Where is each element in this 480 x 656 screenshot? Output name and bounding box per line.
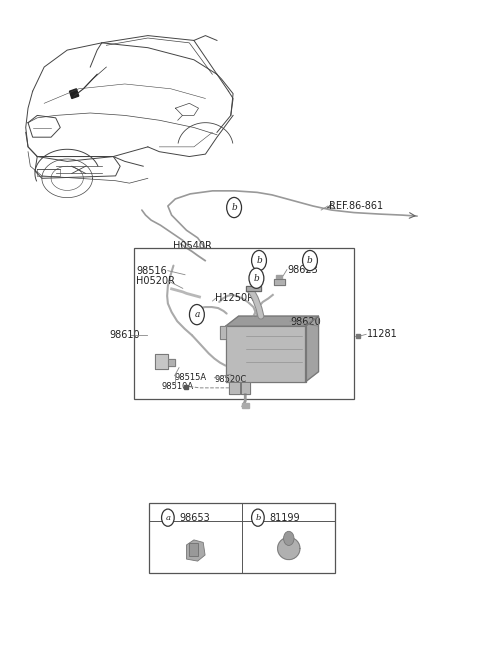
Circle shape	[227, 197, 241, 218]
Text: b: b	[253, 274, 259, 283]
Polygon shape	[155, 354, 168, 369]
Polygon shape	[246, 286, 261, 291]
Polygon shape	[305, 316, 319, 382]
Text: a: a	[166, 514, 170, 522]
Polygon shape	[229, 382, 240, 394]
Polygon shape	[278, 537, 300, 560]
Text: 98520C: 98520C	[215, 375, 247, 384]
Text: b: b	[231, 203, 237, 212]
Text: 98510A: 98510A	[162, 382, 194, 392]
Circle shape	[302, 251, 317, 271]
Text: 98516: 98516	[136, 266, 167, 276]
Polygon shape	[168, 359, 175, 365]
Polygon shape	[226, 316, 319, 326]
Bar	[149, 503, 335, 573]
Text: 98653: 98653	[179, 513, 210, 523]
Text: 98515A: 98515A	[175, 373, 207, 382]
Text: H1250R: H1250R	[216, 293, 254, 304]
Text: H0540R: H0540R	[173, 241, 212, 251]
FancyBboxPatch shape	[190, 543, 198, 556]
Circle shape	[252, 509, 264, 526]
Polygon shape	[226, 326, 305, 382]
Circle shape	[252, 251, 266, 271]
Polygon shape	[70, 89, 79, 98]
Polygon shape	[186, 540, 205, 561]
Bar	[134, 248, 354, 400]
Circle shape	[249, 268, 264, 289]
Text: H0520R: H0520R	[136, 276, 175, 286]
Circle shape	[190, 304, 204, 325]
Text: b: b	[307, 256, 313, 265]
Text: 81199: 81199	[269, 513, 300, 523]
Text: REF.86-861: REF.86-861	[329, 201, 383, 211]
Circle shape	[284, 531, 294, 545]
Text: b: b	[256, 256, 262, 265]
Polygon shape	[220, 326, 226, 339]
Polygon shape	[241, 403, 249, 408]
Polygon shape	[274, 279, 285, 285]
Text: b: b	[255, 514, 261, 522]
Text: 98610: 98610	[109, 331, 140, 340]
Text: 98623: 98623	[288, 264, 318, 275]
Circle shape	[162, 509, 174, 526]
Polygon shape	[241, 382, 250, 394]
Text: a: a	[194, 310, 200, 319]
Text: 11281: 11281	[367, 329, 397, 339]
Polygon shape	[276, 275, 282, 279]
Text: 98620: 98620	[290, 318, 322, 327]
